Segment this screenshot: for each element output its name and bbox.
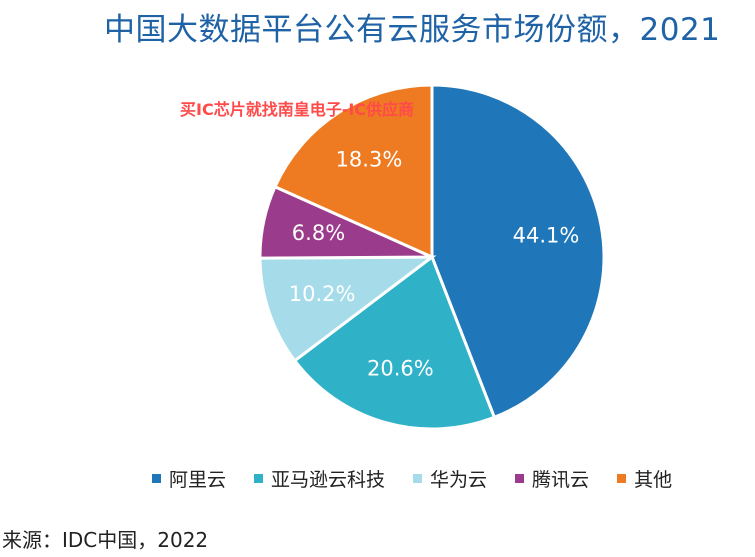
slice-other xyxy=(273,83,434,260)
slice-huawei xyxy=(258,255,437,363)
slice-value-label: 44.1% xyxy=(513,224,580,248)
legend-swatch xyxy=(617,474,627,483)
slice-aliyun xyxy=(430,83,606,420)
legend-item-huawei: 华为云 xyxy=(413,465,487,492)
slice-value-label: 6.8% xyxy=(292,221,345,245)
chart-legend: 阿里云 亚马逊云科技 华为云 腾讯云 其他 xyxy=(152,465,672,492)
slice-aws xyxy=(292,254,497,431)
legend-swatch xyxy=(254,474,264,483)
slice-value-label: 10.2% xyxy=(289,282,356,306)
legend-swatch xyxy=(152,474,161,483)
legend-swatch xyxy=(515,474,525,483)
legend-label: 华为云 xyxy=(430,469,488,491)
legend-label: 亚马逊云科技 xyxy=(271,469,386,491)
legend-item-tencent: 腾讯云 xyxy=(515,465,589,492)
slice-value-label: 18.3% xyxy=(336,148,403,172)
watermark-text: 买IC芯片就找南皇电子-IC供应商 xyxy=(180,100,415,119)
legend-label: 腾讯云 xyxy=(532,469,590,491)
chart-title: 中国大数据平台公有云服务市场份额，2021 xyxy=(104,12,721,48)
slice-value-label: 20.6% xyxy=(367,357,434,381)
legend-label: 其他 xyxy=(634,469,673,491)
legend-swatch xyxy=(413,474,423,483)
legend-item-other: 其他 xyxy=(617,465,672,492)
legend-item-aliyun: 阿里云 xyxy=(152,465,226,492)
legend-item-aws: 亚马逊云科技 xyxy=(254,465,385,492)
source-note: 来源：IDC中国，2022 xyxy=(2,528,209,552)
legend-label: 阿里云 xyxy=(169,469,227,491)
